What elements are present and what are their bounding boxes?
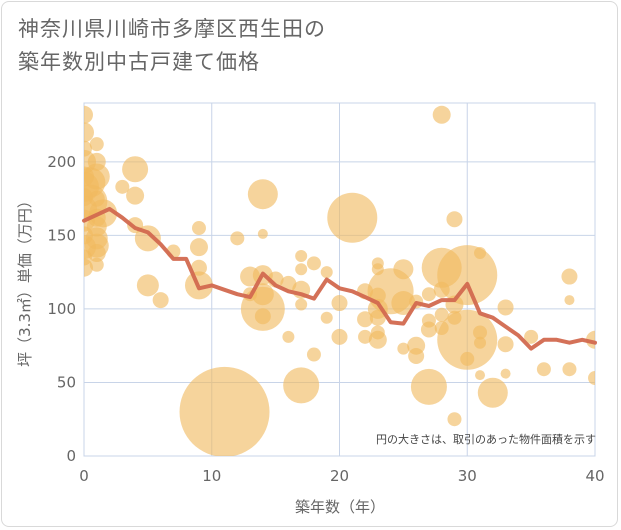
x-tick-label: 40 [585,467,604,485]
data-bubble [474,336,487,349]
data-bubble [230,231,245,246]
data-bubble [369,309,386,326]
data-bubble [397,342,410,355]
data-bubble [408,347,425,364]
data-bubble [393,259,414,280]
data-bubble [500,368,511,379]
data-bubble [283,367,320,404]
bubble-layer [84,105,595,456]
data-bubble [473,325,488,340]
data-bubble [320,266,333,279]
data-bubble [536,362,551,377]
data-bubble [89,257,104,272]
data-bubble [331,295,348,312]
data-bubble [420,321,437,338]
data-bubble [368,330,387,349]
data-bubble [191,221,206,236]
data-bubble [434,307,449,322]
data-bubble [126,186,145,205]
data-bubble [84,258,93,277]
trend-layer [82,206,597,351]
data-bubble [282,330,295,343]
data-bubble [421,287,436,302]
data-bubble [524,329,539,344]
data-bubble [254,308,271,325]
data-bubble [327,192,378,243]
data-bubble [331,328,348,345]
data-bubble [257,228,268,239]
data-bubble [84,163,110,190]
x-axis-title: 築年数（年） [295,498,385,516]
data-bubble [122,156,149,183]
data-bubble [497,336,514,353]
y-tick-label: 100 [47,300,76,318]
data-bubble [84,122,94,143]
data-bubble [391,291,416,316]
data-bubble [475,370,486,381]
data-bubble [497,299,514,316]
size-note: 円の大きさは、取引のあった物件面積を示す [376,432,596,446]
data-bubble [437,245,498,306]
y-axis: 0 50 100 150 200 [47,153,76,465]
data-bubble [460,351,475,366]
data-bubble [306,256,321,271]
y-axis-title: 坪（3.3㎡）単価（万円） [16,193,34,367]
x-tick-label: 0 [79,467,89,485]
data-bubble [136,274,159,297]
y-tick-label: 150 [47,226,76,244]
data-bubble [474,247,487,260]
y-tick-label: 50 [57,373,76,391]
data-bubble [306,347,321,362]
data-bubble [89,137,104,152]
x-tick-label: 30 [458,467,477,485]
data-bubble [562,362,577,377]
data-bubble [84,105,93,124]
data-bubble [357,311,374,328]
data-bubble [295,249,308,262]
data-bubble [189,238,208,257]
data-bubble [446,211,463,228]
data-bubble [152,292,169,309]
data-bubble [358,329,373,344]
data-bubble [295,263,308,276]
data-bubble [295,298,308,311]
y-tick-label: 200 [47,153,76,171]
data-bubble [477,377,508,408]
average-price-line [82,206,597,351]
chart-title: 神奈川県川崎市多摩区西生田の 築年数別中古戸建て価格 [18,17,326,74]
y-tick-label: 0 [66,447,76,465]
data-bubble [437,309,498,370]
data-bubble [87,244,106,263]
data-bubble [447,412,462,427]
data-bubble [320,311,333,324]
x-tick-label: 20 [330,467,349,485]
x-axis: 0 10 20 30 40 [79,467,604,485]
data-bubble [190,259,207,276]
data-bubble [564,295,575,306]
data-bubble [115,179,130,194]
data-bubble [588,371,595,386]
data-bubble [432,105,451,124]
data-bubble [561,268,578,285]
data-bubble [179,366,270,456]
data-bubble [247,179,278,210]
data-bubble [410,368,447,405]
x-tick-label: 10 [202,467,221,485]
